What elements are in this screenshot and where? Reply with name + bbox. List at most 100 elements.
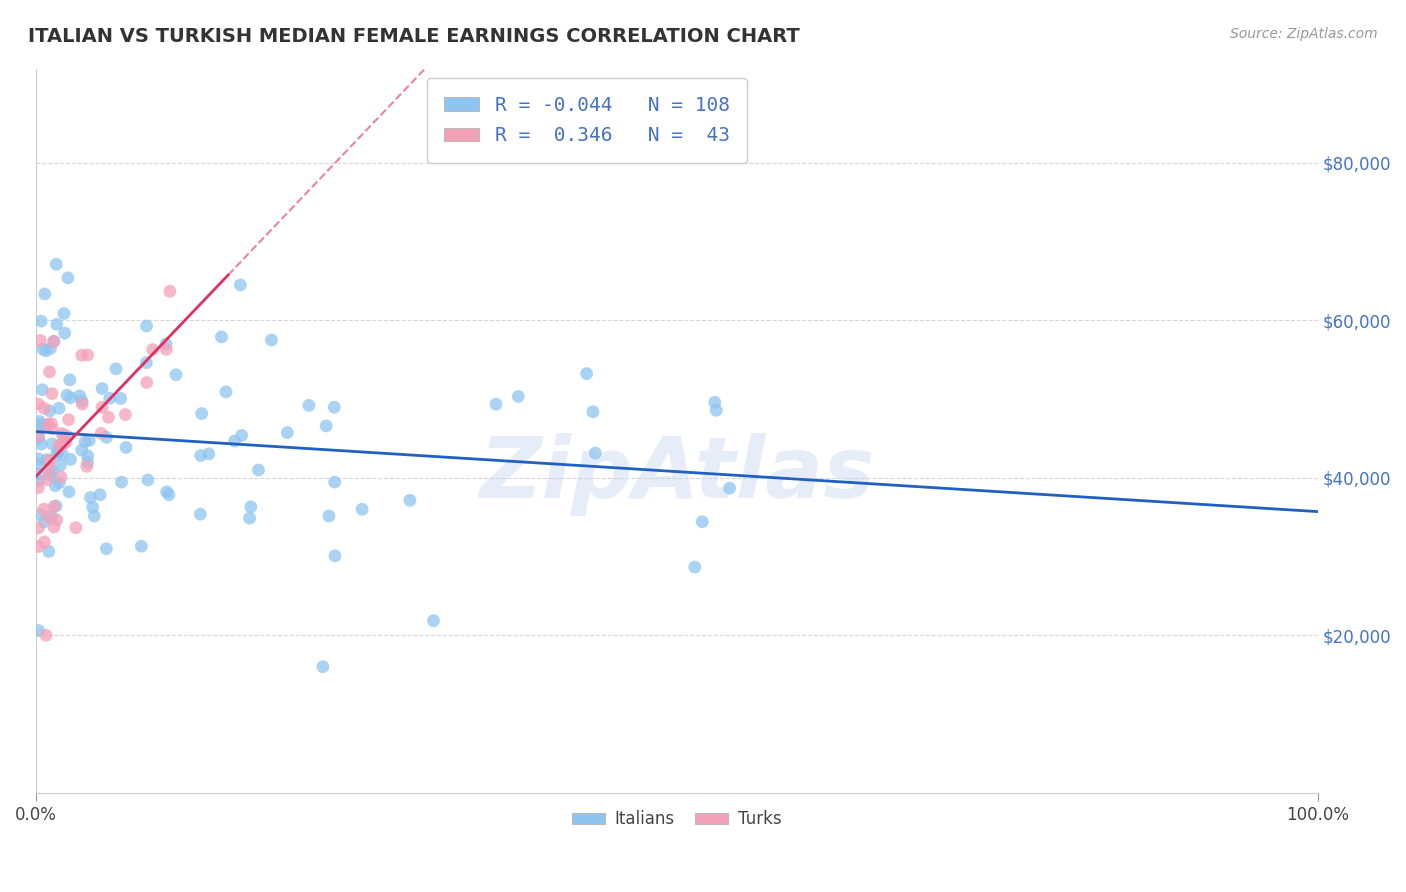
Point [27,624,49,638]
Point [683,560,706,574]
Point [114,408,136,422]
Point [82,500,104,515]
Point [131,539,153,553]
Point [104,361,127,376]
Point [312,659,335,673]
Point [323,549,346,563]
Point [70,348,93,362]
Point [30,508,52,522]
Point [198,447,221,461]
Point [51,437,73,451]
Point [318,508,340,523]
Point [165,368,187,382]
Point [135,376,157,390]
Point [48,438,70,452]
Point [76,455,98,469]
Point [41,386,63,401]
Point [190,449,212,463]
Point [83,509,105,524]
Point [157,488,180,502]
Point [142,343,165,357]
Point [35,452,58,467]
Point [155,337,177,351]
Point [260,333,283,347]
Point [45,499,67,513]
Point [508,389,530,403]
Point [34,535,56,549]
Point [690,515,713,529]
Point [49,458,72,473]
Point [42,334,65,349]
Point [38,453,60,467]
Point [45,447,67,461]
Point [27,452,49,467]
Point [39,467,62,482]
Point [34,287,56,301]
Point [41,422,63,436]
Point [30,334,52,348]
Point [315,418,337,433]
Point [31,342,53,356]
Point [32,502,55,516]
Point [46,444,69,458]
Point [27,420,49,434]
Point [51,426,73,441]
Point [41,464,63,478]
Point [48,401,70,416]
Point [32,401,55,416]
Point [53,326,76,340]
Point [31,383,53,397]
Point [27,481,49,495]
Point [35,473,58,487]
Point [42,500,65,514]
Point [276,425,298,440]
Point [155,343,177,357]
Point [65,521,87,535]
Point [224,434,246,448]
Point [27,428,49,442]
Point [55,435,77,450]
Point [115,441,138,455]
Point [70,443,93,458]
Point [399,493,422,508]
Point [239,500,262,514]
Point [45,513,67,527]
Point [56,388,79,402]
Point [231,428,253,442]
Point [190,407,212,421]
Point [35,628,58,642]
Point [485,397,508,411]
Point [56,429,79,443]
Point [27,521,49,535]
Point [44,479,66,493]
Point [27,467,49,482]
Point [51,447,73,461]
Point [59,452,82,467]
Point [156,484,179,499]
Point [48,475,70,490]
Point [30,314,52,328]
Point [49,439,72,453]
Point [28,417,51,432]
Point [90,426,112,441]
Point [38,544,60,558]
Point [97,410,120,425]
Point [703,395,725,409]
Point [76,449,98,463]
Legend: Italians, Turks: Italians, Turks [565,804,789,835]
Point [76,348,98,362]
Point [89,488,111,502]
Point [323,401,346,415]
Point [42,520,65,534]
Point [70,397,93,411]
Point [215,384,238,399]
Point [52,428,75,442]
Point [110,475,132,489]
Point [39,417,62,431]
Point [352,502,374,516]
Point [37,509,59,524]
Point [27,457,49,471]
Point [239,511,262,525]
Point [136,473,159,487]
Point [229,277,252,292]
